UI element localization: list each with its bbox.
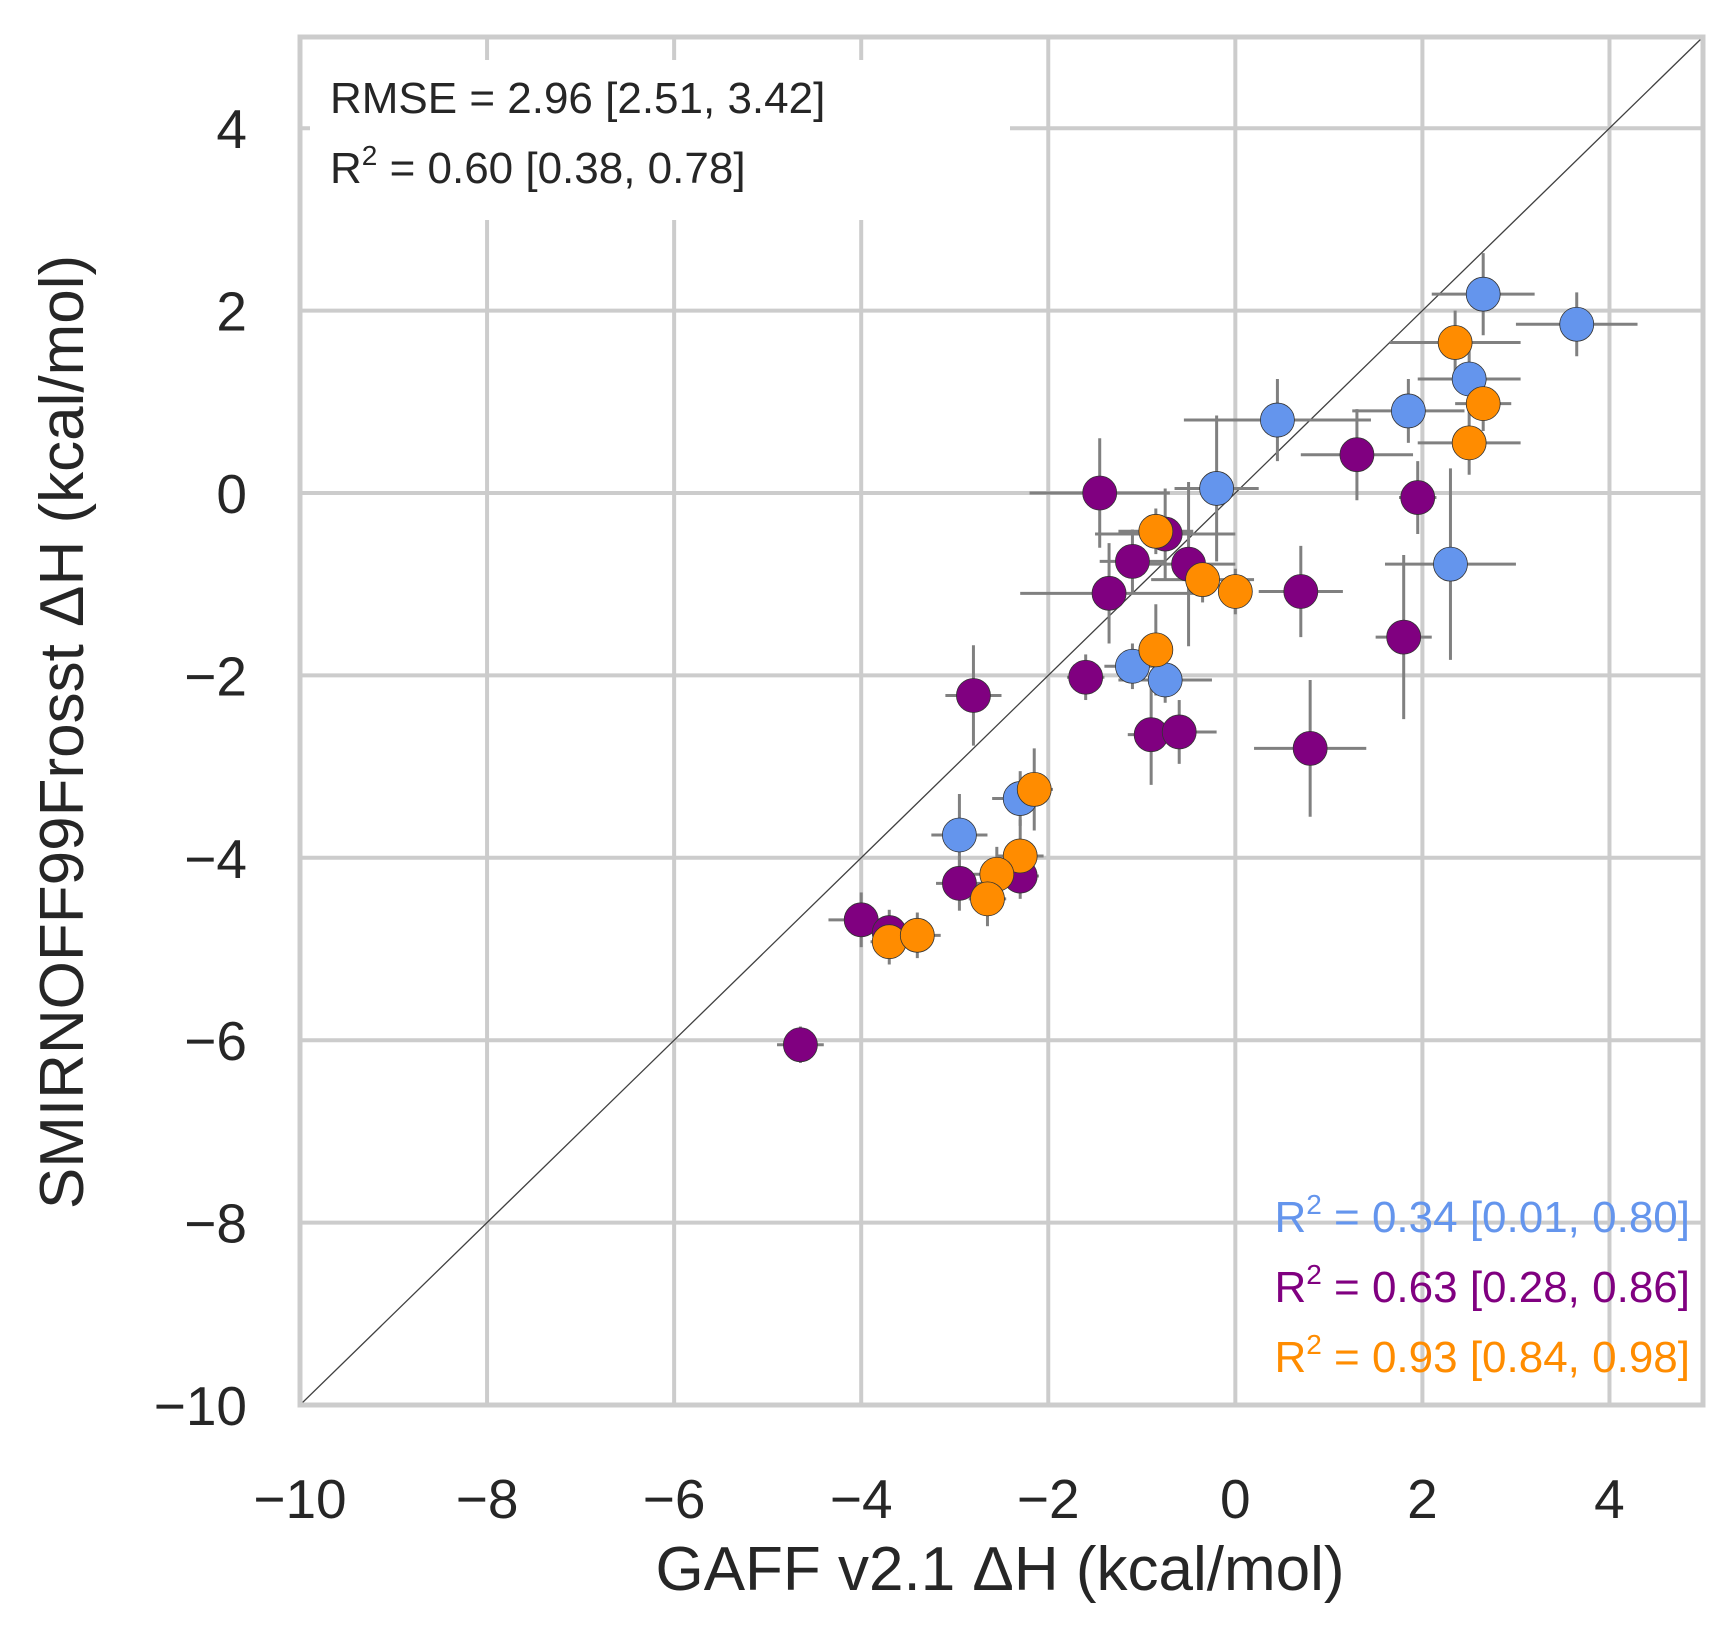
y-tick-label-1: −8 (184, 1193, 247, 1255)
y-tick-label-5: 0 (216, 463, 247, 525)
data-point-0-5 (1199, 471, 1235, 506)
data-point-1-8 (1386, 619, 1422, 655)
series-r2-superscript-0: 2 (1306, 1189, 1322, 1220)
series-r2-annotation-1: R2 = 0.63 [0.28, 0.86] (1274, 1259, 1690, 1312)
data-point-0-3 (1390, 393, 1426, 429)
data-point-0-6 (1433, 546, 1468, 582)
series-r-symbol-1: R (1274, 1263, 1306, 1312)
data-point-1-1 (1339, 437, 1375, 473)
y-tick-label-6: 2 (216, 281, 247, 343)
data-point-2-7 (1016, 772, 1052, 807)
data-point-2-3 (1138, 513, 1174, 549)
data-point-1-14 (942, 865, 977, 901)
series-r2-value-2: = 0.93 [0.84, 0.98] (1322, 1333, 1690, 1382)
data-point-2-5 (1217, 574, 1253, 609)
data-point-2-6 (1138, 632, 1174, 668)
overall-r2-annotation: R2 = 0.60 [0.38, 0.78] (330, 140, 746, 193)
data-point-0-8 (1147, 662, 1183, 698)
r-symbol: R (330, 144, 362, 193)
data-point-2-12 (899, 917, 935, 953)
y-tick-label-7: 4 (216, 98, 247, 160)
data-point-1-4 (1115, 544, 1150, 579)
r2-superscript: 2 (362, 140, 378, 171)
grid-lines (298, 37, 1703, 1407)
data-point-2-2 (1451, 425, 1487, 461)
series-r-symbol-2: R (1274, 1333, 1306, 1382)
series-r2-annotation-2: R2 = 0.93 [0.84, 0.98] (1274, 1329, 1690, 1382)
data-points (783, 276, 1595, 1063)
x-tick-label-3: −4 (830, 1468, 893, 1530)
x-tick-label-5: 0 (1220, 1468, 1251, 1530)
x-tick-label-4: −2 (1017, 1468, 1080, 1530)
x-tick-label-7: 4 (1594, 1468, 1625, 1530)
series-r2-superscript-2: 2 (1306, 1329, 1322, 1360)
data-point-0-0 (1465, 276, 1501, 312)
x-axis-label: GAFF v2.1 ΔH (kcal/mol) (655, 1535, 1344, 1604)
y-tick-label-4: −2 (184, 645, 247, 707)
x-tick-label-2: −6 (643, 1468, 706, 1530)
series-r2-superscript-1: 2 (1306, 1259, 1322, 1290)
x-tick-label-6: 2 (1407, 1468, 1438, 1530)
data-point-0-10 (942, 817, 977, 853)
data-point-1-0 (1082, 475, 1118, 511)
plot-frame (297, 34, 1706, 1408)
series-r2-value-0: = 0.34 [0.01, 0.80] (1322, 1193, 1690, 1242)
data-point-2-4 (1185, 562, 1220, 598)
y-tick-label-2: −6 (184, 1010, 247, 1072)
series-r2-annotation-0: R2 = 0.34 [0.01, 0.80] (1274, 1189, 1690, 1242)
y-tick-labels: −10 −8 −6 −4 −2 0 2 4 (154, 98, 247, 1437)
y-tick-label-3: −4 (184, 828, 247, 890)
data-point-1-2 (1400, 480, 1436, 515)
y-tick-label-0: −10 (154, 1375, 247, 1437)
y-axis-label: SMIRNOFF99Frosst ΔH (kcal/mol) (28, 255, 97, 1209)
data-point-1-18 (783, 1027, 818, 1063)
data-point-1-6 (1091, 575, 1127, 611)
stats-box-background (310, 60, 1010, 220)
data-point-2-10 (970, 881, 1005, 917)
rmse-annotation: RMSE = 2.96 [2.51, 3.42] (330, 74, 825, 123)
overall-r2-value: = 0.60 [0.38, 0.78] (377, 144, 745, 193)
data-point-1-13 (1292, 730, 1328, 766)
identity-line (299, 36, 1704, 1406)
x-tick-label-1: −8 (456, 1468, 519, 1530)
data-point-2-1 (1465, 386, 1501, 422)
x-tick-label-0: −10 (253, 1468, 346, 1530)
data-point-2-8 (1002, 838, 1038, 874)
data-point-1-12 (1161, 714, 1197, 750)
series-r2-value-1: = 0.63 [0.28, 0.86] (1322, 1263, 1690, 1312)
data-point-1-9 (1068, 659, 1104, 695)
identity-line-group (299, 36, 1704, 1406)
data-point-1-10 (956, 678, 991, 713)
data-point-2-0 (1437, 325, 1473, 360)
series-r-symbol-0: R (1274, 1193, 1306, 1242)
x-tick-labels: −10 −8 −6 −4 −2 0 2 4 (253, 1468, 1624, 1530)
series-r2-annotations: R2 = 0.34 [0.01, 0.80]R2 = 0.63 [0.28, 0… (1274, 1189, 1690, 1382)
data-point-0-1 (1559, 306, 1595, 342)
data-point-1-7 (1283, 574, 1319, 609)
data-point-0-4 (1260, 402, 1295, 438)
